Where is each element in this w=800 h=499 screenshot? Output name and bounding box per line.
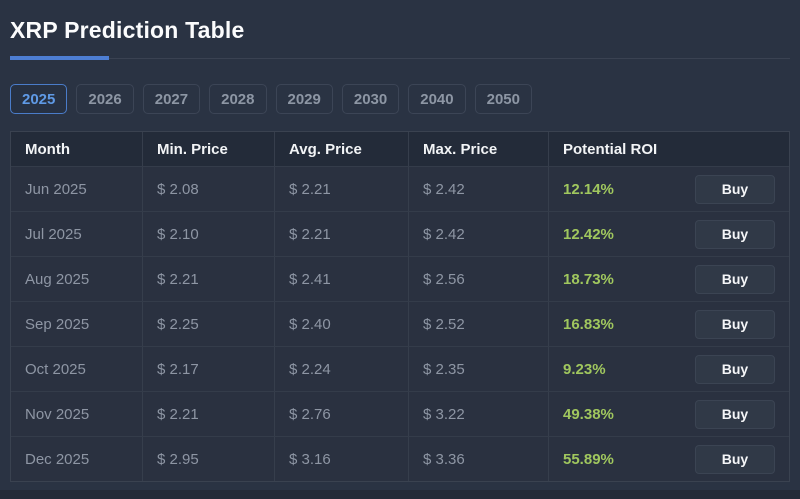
roi-value: 55.89%	[563, 450, 614, 468]
tab-2026[interactable]: 2026	[76, 84, 134, 114]
year-tabs: 2025 2026 2027 2028 2029 2030 2040 2050	[10, 84, 790, 114]
column-header-min-price: Min. Price	[143, 132, 275, 166]
roi-cell: 49.38% Buy	[549, 392, 789, 436]
roi-cell: 12.42% Buy	[549, 212, 789, 256]
max-price-cell: $ 2.56	[409, 257, 549, 301]
page-title: XRP Prediction Table	[10, 17, 245, 43]
column-header-max-price: Max. Price	[409, 132, 549, 166]
roi-cell: 9.23% Buy	[549, 347, 789, 391]
month-cell: Oct 2025	[11, 347, 143, 391]
min-price-cell: $ 2.17	[143, 347, 275, 391]
tab-2025[interactable]: 2025	[10, 84, 68, 114]
roi-cell: 55.89% Buy	[549, 437, 789, 481]
min-price-cell: $ 2.08	[143, 167, 275, 211]
tab-2030[interactable]: 2030	[341, 84, 400, 114]
tab-2029[interactable]: 2029	[275, 84, 333, 114]
avg-price-cell: $ 3.16	[275, 437, 409, 481]
roi-value: 18.73%	[563, 270, 614, 288]
tab-2040[interactable]: 2040	[408, 84, 466, 114]
max-price-cell: $ 2.35	[409, 347, 549, 391]
buy-button[interactable]: Buy	[695, 444, 775, 474]
buy-button[interactable]: Buy	[695, 174, 775, 204]
roi-cell: 16.83% Buy	[549, 302, 789, 346]
min-price-cell: $ 2.21	[143, 392, 275, 436]
max-price-cell: $ 2.42	[409, 167, 549, 211]
buy-button[interactable]: Buy	[695, 399, 775, 429]
min-price-cell: $ 2.21	[143, 257, 275, 301]
table-row: Dec 2025 $ 2.95 $ 3.16 $ 3.36 55.89% Buy	[11, 436, 789, 481]
title-accent-underline	[10, 56, 109, 60]
max-price-cell: $ 3.22	[409, 392, 549, 436]
month-cell: Nov 2025	[11, 392, 143, 436]
column-header-potential-roi: Potential ROI	[563, 140, 658, 158]
max-price-cell: $ 2.52	[409, 302, 549, 346]
next-section-edge	[0, 490, 800, 499]
buy-button[interactable]: Buy	[695, 219, 775, 249]
min-price-cell: $ 2.10	[143, 212, 275, 256]
roi-cell: 18.73% Buy	[549, 257, 789, 301]
max-price-cell: $ 2.42	[409, 212, 549, 256]
roi-value: 16.83%	[563, 315, 614, 333]
min-price-cell: $ 2.25	[143, 302, 275, 346]
prediction-table: Month Min. Price Avg. Price Max. Price P…	[10, 131, 790, 482]
table-header-row: Month Min. Price Avg. Price Max. Price P…	[11, 132, 789, 166]
avg-price-cell: $ 2.21	[275, 167, 409, 211]
month-cell: Dec 2025	[11, 437, 143, 481]
table-row: Sep 2025 $ 2.25 $ 2.40 $ 2.52 16.83% Buy	[11, 301, 789, 346]
title-divider	[10, 55, 790, 60]
max-price-cell: $ 3.36	[409, 437, 549, 481]
tab-2050[interactable]: 2050	[474, 84, 532, 114]
buy-button[interactable]: Buy	[695, 354, 775, 384]
table-row: Oct 2025 $ 2.17 $ 2.24 $ 2.35 9.23% Buy	[11, 346, 789, 391]
roi-value: 9.23%	[563, 360, 606, 378]
avg-price-cell: $ 2.76	[275, 392, 409, 436]
table-row: Jul 2025 $ 2.10 $ 2.21 $ 2.42 12.42% Buy	[11, 211, 789, 256]
column-header-avg-price: Avg. Price	[275, 132, 409, 166]
avg-price-cell: $ 2.41	[275, 257, 409, 301]
month-cell: Jul 2025	[11, 212, 143, 256]
month-cell: Aug 2025	[11, 257, 143, 301]
table-row: Jun 2025 $ 2.08 $ 2.21 $ 2.42 12.14% Buy	[11, 166, 789, 211]
tab-2028[interactable]: 2028	[209, 84, 267, 114]
table-row: Nov 2025 $ 2.21 $ 2.76 $ 3.22 49.38% Buy	[11, 391, 789, 436]
buy-button[interactable]: Buy	[695, 309, 775, 339]
month-cell: Sep 2025	[11, 302, 143, 346]
tab-2027[interactable]: 2027	[142, 84, 201, 114]
buy-button[interactable]: Buy	[695, 264, 775, 294]
roi-cell: 12.14% Buy	[549, 167, 789, 211]
avg-price-cell: $ 2.21	[275, 212, 409, 256]
roi-value: 49.38%	[563, 405, 614, 423]
table-row: Aug 2025 $ 2.21 $ 2.41 $ 2.56 18.73% Buy	[11, 256, 789, 301]
column-header-month: Month	[11, 132, 143, 166]
min-price-cell: $ 2.95	[143, 437, 275, 481]
roi-value: 12.42%	[563, 225, 614, 243]
month-cell: Jun 2025	[11, 167, 143, 211]
avg-price-cell: $ 2.24	[275, 347, 409, 391]
roi-value: 12.14%	[563, 180, 614, 198]
avg-price-cell: $ 2.40	[275, 302, 409, 346]
